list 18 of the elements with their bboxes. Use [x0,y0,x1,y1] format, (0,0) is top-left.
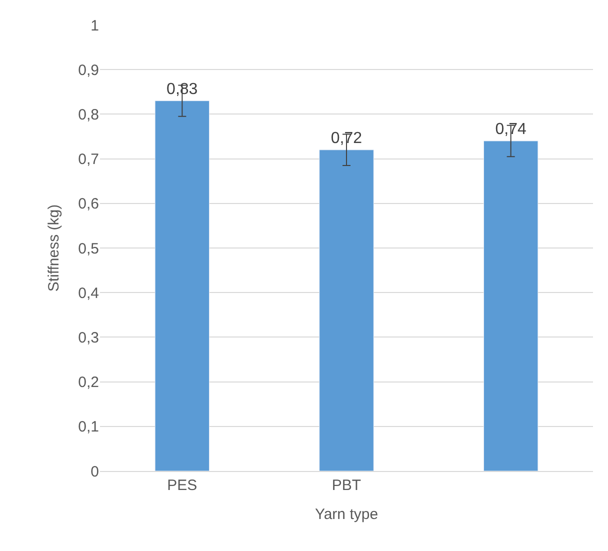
bar [483,140,538,471]
y-tick-label: 0,4 [78,284,99,302]
y-tick-label: 0,3 [78,329,99,346]
y-tick-label: 0,1 [78,418,99,436]
x-tick-label: PBT [332,477,362,494]
x-axis-title: Yarn type [314,506,378,523]
y-tick-label: 0,6 [78,196,99,213]
y-tick-label: 1 [90,17,99,34]
y-tick-label: 0,8 [78,106,99,124]
y-tick-label: 0,5 [78,240,99,258]
y-tick-label: 0,9 [78,62,99,79]
y-tick-label: 0 [90,463,99,480]
x-tick-label: PES [167,477,198,494]
y-tick-label: 0,2 [78,374,99,392]
y-axis-title: Stiffness (kg) [45,204,62,292]
y-tick-label: 0,7 [78,151,99,168]
bar [154,100,210,471]
bar [319,150,374,471]
